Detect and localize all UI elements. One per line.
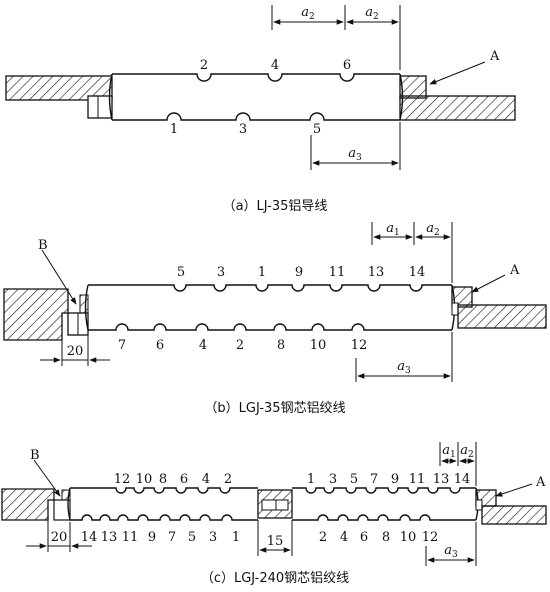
dim-label: a2 [460, 443, 474, 460]
conductor-right [457, 304, 547, 329]
conductor-right-tip [399, 75, 427, 99]
crimp-number: 1 [232, 530, 240, 545]
crimp-number: 7 [370, 472, 378, 487]
crimp-number: 12 [422, 530, 439, 545]
crimp-number: 4 [199, 338, 207, 353]
conductor-left [5, 75, 113, 101]
crimp-number: 3 [329, 472, 337, 487]
dim-label: 20 [51, 530, 68, 545]
conductor-left [1, 488, 55, 521]
conductor-left [3, 288, 69, 341]
crimp-number: 2 [200, 58, 208, 73]
crimp-number: 4 [271, 58, 279, 73]
crimp-number: 1 [170, 122, 178, 137]
crimp-number: 6 [156, 338, 164, 353]
dim-label: a3 [444, 543, 458, 560]
conductor-left-tip [87, 95, 113, 119]
sleeve-a [112, 73, 400, 121]
conductor-right [481, 505, 547, 525]
dim-label: 20 [67, 344, 84, 359]
crimp-number: 14 [454, 472, 471, 487]
crimp-number: 11 [409, 472, 426, 487]
caption-b: （b）LGJ-35钢芯铝绞线 [204, 400, 345, 416]
crimp-number: 14 [81, 530, 98, 545]
dim-label: a1 [386, 221, 400, 238]
crimp-number: 3 [217, 265, 225, 280]
crimp-number: 10 [136, 472, 153, 487]
crimp-number: 10 [310, 338, 327, 353]
crimp-number: 8 [382, 530, 390, 545]
crimp-number: 1 [258, 265, 266, 280]
crimp-number: 6 [180, 472, 188, 487]
crimp-number: 5 [313, 122, 321, 137]
crimp-number: 9 [148, 530, 156, 545]
callout-label: B [30, 448, 40, 463]
crimp-number: 4 [340, 530, 348, 545]
crimp-number: 7 [118, 338, 126, 353]
dim-label: a2 [301, 5, 315, 22]
crimp-number: 9 [295, 265, 303, 280]
dim-label: a3 [348, 146, 362, 163]
crimp-number: 11 [329, 265, 346, 280]
crimp-number: 13 [101, 530, 118, 545]
callout-label: A [489, 49, 500, 64]
figure-a: 2 4 6 1 3 5 a2 a2 a3 A （a）LJ-35铝导线 [5, 5, 516, 214]
dim-label: a2 [426, 221, 440, 238]
crimp-number: 12 [114, 472, 131, 487]
crimp-number: 1 [307, 472, 315, 487]
crimp-number: 14 [409, 265, 426, 280]
dim-label: a2 [365, 5, 379, 22]
figure-c: 12 10 8 6 4 2 14 13 11 9 7 5 3 1 1 3 5 7… [1, 442, 547, 586]
crimp-number: 13 [433, 472, 450, 487]
crimp-number: 5 [350, 472, 358, 487]
sleeve-c-right [292, 487, 476, 521]
crimp-number: 2 [224, 472, 232, 487]
crimp-number: 2 [236, 338, 244, 353]
crimp-number: 5 [188, 530, 196, 545]
caption-c: （c）LGJ-240钢芯铝绞线 [201, 570, 349, 586]
dim-label: a3 [397, 359, 411, 376]
dim-label: a1 [442, 443, 456, 460]
crimp-number: 13 [368, 265, 385, 280]
figure-b: 5 3 1 9 11 13 14 7 6 4 2 8 10 12 a1 a2 a… [3, 221, 547, 416]
caption-a: （a）LJ-35铝导线 [223, 199, 328, 214]
sleeve-c-left [70, 487, 258, 521]
crimp-number: 8 [277, 338, 285, 353]
crimp-number: 10 [400, 530, 417, 545]
crimp-number: 9 [391, 472, 399, 487]
callout-label: A [535, 475, 546, 490]
sleeve-b [88, 284, 452, 331]
crimp-number: 4 [202, 472, 210, 487]
crimp-number: 5 [177, 265, 185, 280]
dim-label: 15 [267, 534, 284, 549]
crimp-number: 12 [351, 338, 368, 353]
crimp-number: 7 [168, 530, 176, 545]
crimp-number: 8 [159, 472, 167, 487]
crimp-number: 6 [343, 58, 351, 73]
conductor-right [399, 95, 516, 121]
crimp-number: 6 [360, 530, 368, 545]
callout-label: B [38, 238, 48, 253]
crimp-number: 3 [209, 530, 217, 545]
crimp-number: 11 [122, 530, 139, 545]
callout-label: A [509, 263, 520, 278]
crimp-number: 2 [319, 530, 327, 545]
crimp-number: 3 [239, 122, 247, 137]
